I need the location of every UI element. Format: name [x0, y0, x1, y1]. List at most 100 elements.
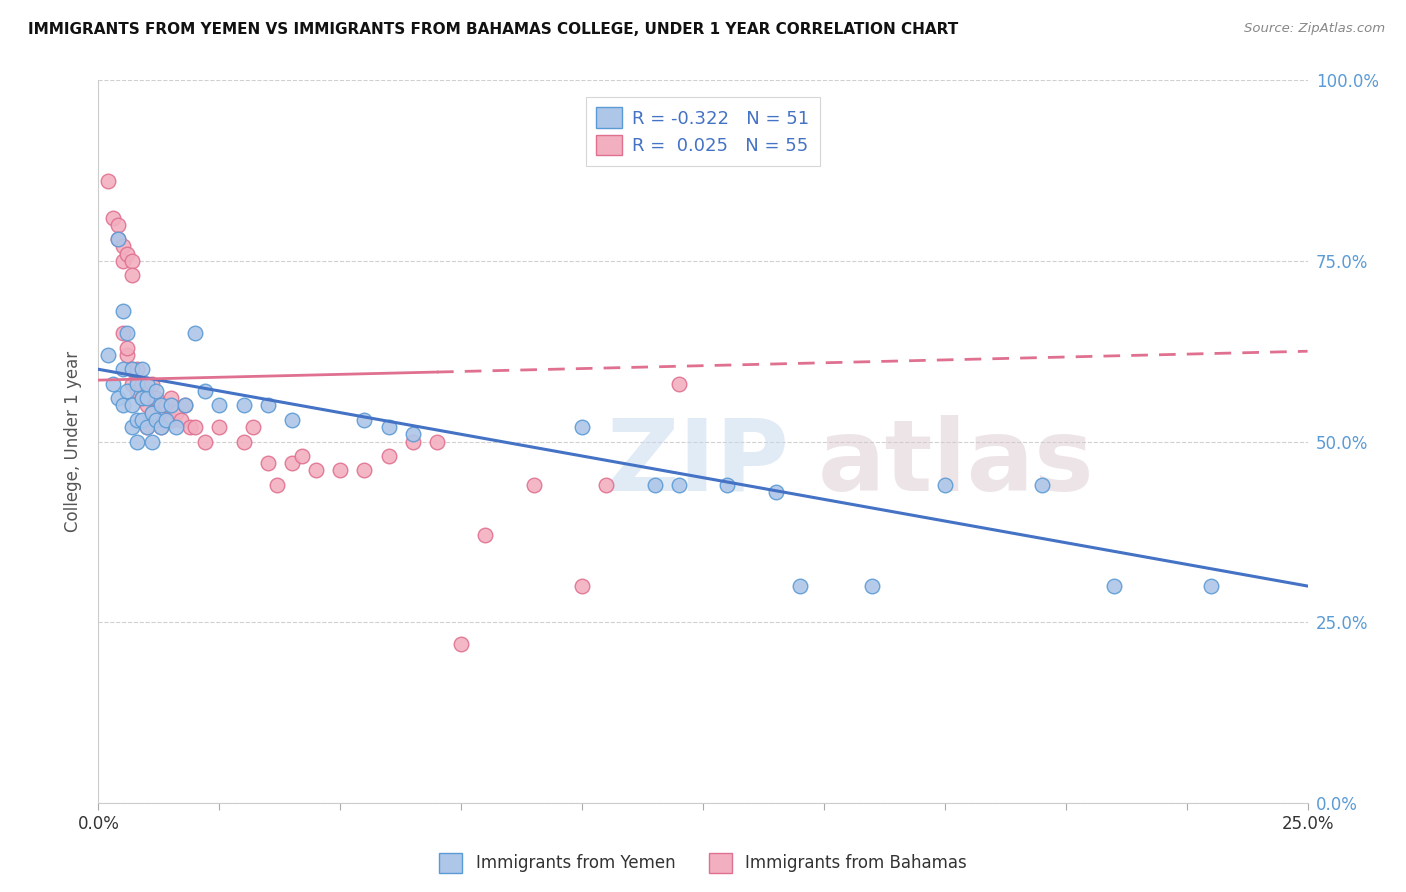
- Text: ZIP: ZIP: [606, 415, 789, 512]
- Point: [194, 434, 217, 449]
- Point: [160, 398, 183, 412]
- Point: [135, 391, 157, 405]
- Point: [127, 413, 149, 427]
- Point: [111, 304, 134, 318]
- Point: [121, 420, 143, 434]
- Point: [353, 413, 375, 427]
- Point: [145, 413, 167, 427]
- Point: [377, 449, 399, 463]
- Point: [184, 326, 207, 340]
- Point: [135, 420, 157, 434]
- Point: [117, 348, 139, 362]
- Point: [377, 420, 399, 434]
- Point: [242, 420, 264, 434]
- Point: [135, 376, 157, 391]
- Point: [111, 253, 134, 268]
- Point: [135, 384, 157, 398]
- Point: [165, 420, 187, 434]
- Point: [169, 413, 191, 427]
- Point: [121, 268, 143, 283]
- Point: [426, 434, 449, 449]
- Point: [111, 239, 134, 253]
- Point: [117, 384, 139, 398]
- Point: [101, 376, 124, 391]
- Point: [184, 420, 207, 434]
- Point: [135, 420, 157, 434]
- Point: [450, 637, 472, 651]
- Point: [141, 376, 163, 391]
- Legend: Immigrants from Yemen, Immigrants from Bahamas: Immigrants from Yemen, Immigrants from B…: [432, 847, 974, 880]
- Point: [305, 463, 328, 477]
- Point: [571, 420, 593, 434]
- Point: [121, 253, 143, 268]
- Point: [150, 420, 173, 434]
- Text: atlas: atlas: [818, 415, 1094, 512]
- Point: [121, 376, 143, 391]
- Point: [402, 427, 425, 442]
- Point: [121, 398, 143, 412]
- Point: [111, 398, 134, 412]
- Point: [281, 456, 304, 470]
- Point: [141, 391, 163, 405]
- Point: [127, 362, 149, 376]
- Point: [281, 413, 304, 427]
- Point: [131, 362, 153, 376]
- Point: [111, 326, 134, 340]
- Y-axis label: College, Under 1 year: College, Under 1 year: [65, 351, 83, 533]
- Point: [145, 391, 167, 405]
- Point: [107, 391, 129, 405]
- Point: [789, 579, 811, 593]
- Point: [179, 420, 201, 434]
- Point: [131, 391, 153, 405]
- Point: [595, 478, 617, 492]
- Point: [117, 246, 139, 260]
- Point: [644, 478, 666, 492]
- Point: [150, 420, 173, 434]
- Point: [208, 420, 231, 434]
- Point: [232, 398, 254, 412]
- Point: [290, 449, 312, 463]
- Point: [194, 384, 217, 398]
- Point: [174, 398, 197, 412]
- Text: IMMIGRANTS FROM YEMEN VS IMMIGRANTS FROM BAHAMAS COLLEGE, UNDER 1 YEAR CORRELATI: IMMIGRANTS FROM YEMEN VS IMMIGRANTS FROM…: [28, 22, 959, 37]
- Point: [117, 341, 139, 355]
- Point: [155, 413, 177, 427]
- Point: [523, 478, 546, 492]
- Point: [121, 362, 143, 376]
- Text: Source: ZipAtlas.com: Source: ZipAtlas.com: [1244, 22, 1385, 36]
- Point: [145, 384, 167, 398]
- Point: [329, 463, 352, 477]
- Point: [1102, 579, 1125, 593]
- Point: [107, 232, 129, 246]
- Point: [131, 413, 153, 427]
- Point: [474, 528, 496, 542]
- Point: [141, 406, 163, 420]
- Point: [160, 413, 183, 427]
- Point: [127, 376, 149, 391]
- Point: [402, 434, 425, 449]
- Point: [107, 232, 129, 246]
- Point: [934, 478, 956, 492]
- Point: [101, 211, 124, 225]
- Point: [765, 485, 787, 500]
- Point: [141, 434, 163, 449]
- Point: [160, 391, 183, 405]
- Point: [174, 398, 197, 412]
- Point: [571, 579, 593, 593]
- Point: [353, 463, 375, 477]
- Point: [716, 478, 738, 492]
- Point: [1199, 579, 1222, 593]
- Point: [131, 391, 153, 405]
- Point: [208, 398, 231, 412]
- Point: [97, 174, 120, 188]
- Point: [97, 348, 120, 362]
- Point: [256, 398, 278, 412]
- Point: [155, 398, 177, 412]
- Point: [121, 362, 143, 376]
- Point: [668, 478, 690, 492]
- Point: [141, 406, 163, 420]
- Point: [256, 456, 278, 470]
- Point: [232, 434, 254, 449]
- Legend: R = -0.322   N = 51, R =  0.025   N = 55: R = -0.322 N = 51, R = 0.025 N = 55: [585, 96, 821, 166]
- Point: [131, 376, 153, 391]
